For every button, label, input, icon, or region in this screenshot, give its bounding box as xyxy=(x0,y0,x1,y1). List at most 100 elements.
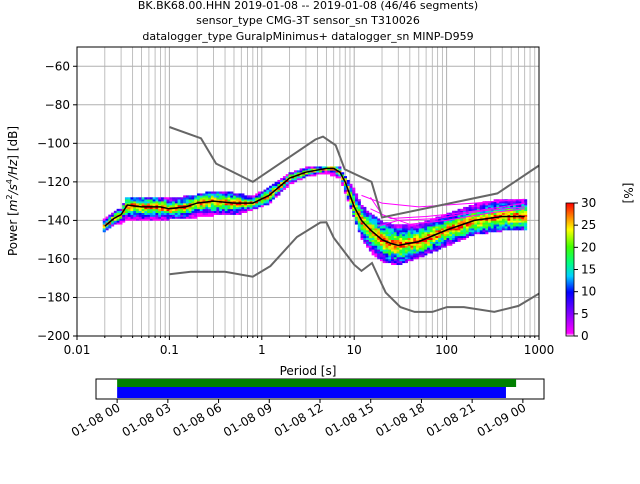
density-cell xyxy=(415,253,420,256)
density-cell xyxy=(377,239,381,242)
density-cell xyxy=(391,258,395,262)
density-cell xyxy=(346,191,350,194)
density-cell xyxy=(230,193,234,196)
density-cell xyxy=(355,220,359,223)
density-cell xyxy=(202,208,206,212)
density-cell xyxy=(274,181,278,185)
density-cell xyxy=(468,218,472,221)
density-cell xyxy=(468,230,472,233)
density-cell xyxy=(213,212,217,215)
density-cell xyxy=(457,222,461,225)
density-cell xyxy=(493,204,497,208)
density-cell xyxy=(510,214,514,217)
density-cell xyxy=(371,218,375,221)
density-cell xyxy=(180,199,184,202)
density-cell xyxy=(227,210,231,213)
density-cell xyxy=(172,212,176,215)
density-cell xyxy=(144,216,148,219)
density-cell xyxy=(352,199,356,202)
density-cell xyxy=(474,230,478,233)
density-cell xyxy=(410,258,414,262)
density-cell xyxy=(368,218,372,221)
density-cell xyxy=(485,222,489,225)
density-cell xyxy=(446,220,450,223)
density-cell xyxy=(138,203,142,206)
density-cell xyxy=(518,204,522,208)
density-cell xyxy=(260,199,264,202)
density-cell xyxy=(227,199,231,202)
density-cell xyxy=(371,226,375,229)
density-cell xyxy=(307,174,311,177)
density-cell xyxy=(269,191,273,194)
density-cell xyxy=(216,197,220,200)
density-cell xyxy=(136,208,140,212)
density-cell xyxy=(371,243,375,246)
density-cell xyxy=(501,216,505,219)
density-cell xyxy=(244,203,248,206)
density-cell xyxy=(399,228,403,231)
density-cell xyxy=(402,258,406,262)
density-cell xyxy=(213,201,217,204)
density-cell xyxy=(219,206,223,210)
density-cell xyxy=(524,208,528,212)
density-cell xyxy=(183,195,187,198)
density-cell xyxy=(352,214,356,217)
density-cell xyxy=(210,201,214,204)
density-cell xyxy=(357,212,361,215)
density-cell xyxy=(388,253,392,256)
density-cell xyxy=(363,239,367,242)
density-cell xyxy=(424,224,428,227)
density-cell xyxy=(421,226,425,229)
density-cell xyxy=(371,247,375,250)
timeline-tick-label: 01-08 15 xyxy=(322,400,376,439)
density-cell xyxy=(188,199,192,202)
density-cell xyxy=(399,251,403,254)
density-cell xyxy=(230,208,234,212)
density-cell xyxy=(199,199,203,202)
density-cell xyxy=(393,255,397,258)
density-cell xyxy=(501,220,505,223)
density-cell xyxy=(194,201,198,204)
density-cell xyxy=(518,226,522,229)
density-cell xyxy=(343,191,347,194)
density-cell xyxy=(488,206,492,210)
density-cell xyxy=(371,233,375,237)
density-cell xyxy=(407,245,411,248)
density-cell xyxy=(202,214,206,217)
density-cell xyxy=(366,243,370,246)
y-tick-label: −120 xyxy=(37,175,70,189)
density-cell xyxy=(130,212,134,215)
density-cell xyxy=(233,208,237,212)
density-cell xyxy=(377,226,381,229)
density-cell xyxy=(111,220,115,223)
density-cell xyxy=(363,216,367,219)
density-cell xyxy=(449,231,453,235)
density-cell xyxy=(174,199,178,202)
density-cell xyxy=(368,235,372,239)
density-cell xyxy=(371,237,375,240)
density-cell xyxy=(149,203,153,206)
density-cell xyxy=(155,199,159,202)
density-cell xyxy=(346,183,350,187)
density-cell xyxy=(136,218,140,221)
density-cell xyxy=(521,226,525,229)
density-cell xyxy=(393,235,397,239)
density-cell xyxy=(144,208,148,212)
density-cell xyxy=(407,226,411,229)
density-cell xyxy=(513,214,517,217)
density-cell xyxy=(418,251,422,254)
density-cell xyxy=(424,233,428,237)
density-cell xyxy=(465,220,469,223)
density-cell xyxy=(166,214,170,217)
density-cell xyxy=(219,212,223,215)
density-cell xyxy=(432,245,436,248)
density-cell xyxy=(147,203,151,206)
density-cell xyxy=(415,241,420,244)
density-cell xyxy=(210,208,214,212)
density-cell xyxy=(471,204,475,208)
density-cell xyxy=(113,210,117,213)
density-cell xyxy=(482,204,486,208)
density-cell xyxy=(385,247,389,250)
density-cell xyxy=(474,231,478,235)
density-cell xyxy=(202,193,206,196)
